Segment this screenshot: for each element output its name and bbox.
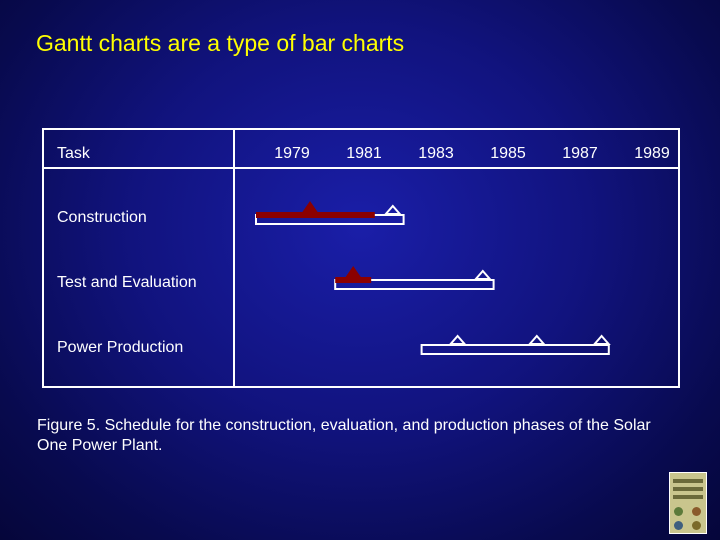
slide-title: Gantt charts are a type of bar charts: [36, 30, 405, 56]
figure-caption: Figure 5. Schedule for the construction,…: [37, 417, 651, 454]
year-tick-labels: 1979 1981 1983 1985 1987 1989: [274, 145, 670, 162]
year-tick-label: 1983: [418, 145, 454, 162]
year-tick-label: 1985: [490, 145, 526, 162]
planned-bar: [420, 344, 610, 355]
actual-milestone: [301, 201, 319, 214]
actual-bar: [256, 212, 375, 218]
planned-milestone: [527, 334, 547, 345]
planned-milestone: [592, 334, 611, 345]
planned-milestone: [473, 269, 493, 280]
task-label: Test and Evaluation: [57, 274, 197, 291]
year-tick-label: 1979: [274, 145, 310, 162]
year-tick-label: 1989: [634, 145, 670, 162]
actual-bar: [335, 277, 372, 283]
planned-milestone: [448, 334, 467, 345]
planned-bar: [334, 279, 495, 290]
task-label: Construction: [57, 209, 147, 226]
year-tick-label: 1981: [346, 145, 382, 162]
actual-milestone: [344, 266, 363, 279]
book-cover-thumbnail: [669, 472, 707, 534]
planned-milestone: [383, 204, 403, 215]
gantt-milestones: [301, 201, 611, 345]
task-labels: Construction Test and Evaluation Power Pro…: [57, 209, 197, 356]
gantt-bars: [255, 212, 610, 355]
year-tick-label: 1987: [562, 145, 598, 162]
gantt-chart-frame: [42, 128, 680, 388]
task-label: Power Production: [57, 339, 183, 356]
task-column-header: Task: [57, 145, 91, 162]
